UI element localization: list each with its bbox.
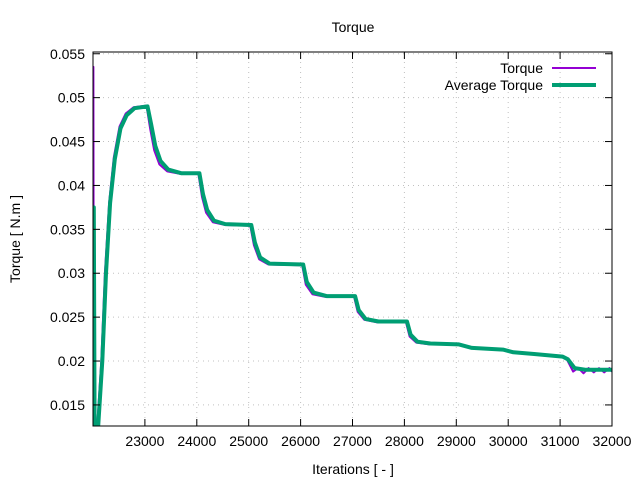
series-line-average-torque [93, 104, 612, 426]
legend-label-torque: Torque [500, 60, 543, 76]
y-tick-label: 0.015 [50, 397, 85, 413]
series-layer [93, 65, 612, 426]
y-tick-label: 0.04 [58, 177, 85, 193]
x-tick-label: 28000 [385, 433, 424, 449]
ticks: 23000 24000 25000 26000 27000 28000 29000 30000… [50, 46, 632, 449]
x-tick-label: 23000 [125, 433, 164, 449]
y-tick-label: 0.05 [58, 90, 85, 106]
y-tick-label: 0.03 [58, 265, 85, 281]
x-tick-label: 30000 [489, 433, 528, 449]
y-tick-label: 0.035 [50, 221, 85, 237]
x-tick-label: 24000 [177, 433, 216, 449]
legend: Torque Average Torque [445, 60, 596, 93]
grid [93, 52, 613, 426]
plot-border [92, 51, 613, 427]
y-axis-label: Torque [ N.m ] [7, 195, 23, 283]
y-tick-label: 0.055 [50, 46, 85, 62]
y-tick-label: 0.025 [50, 309, 85, 325]
x-axis-label: Iterations [ - ] [312, 461, 394, 477]
x-tick-label: 25000 [229, 433, 268, 449]
chart-title: Torque [332, 19, 375, 35]
x-tick-label: 31000 [541, 433, 580, 449]
x-tick-label: 32000 [593, 433, 632, 449]
legend-label-average-torque: Average Torque [445, 77, 544, 93]
y-tick-label: 0.02 [58, 353, 85, 369]
y-tick-label: 0.045 [50, 134, 85, 150]
x-tick-label: 26000 [281, 433, 320, 449]
x-tick-label: 29000 [437, 433, 476, 449]
x-tick-label: 27000 [333, 433, 372, 449]
